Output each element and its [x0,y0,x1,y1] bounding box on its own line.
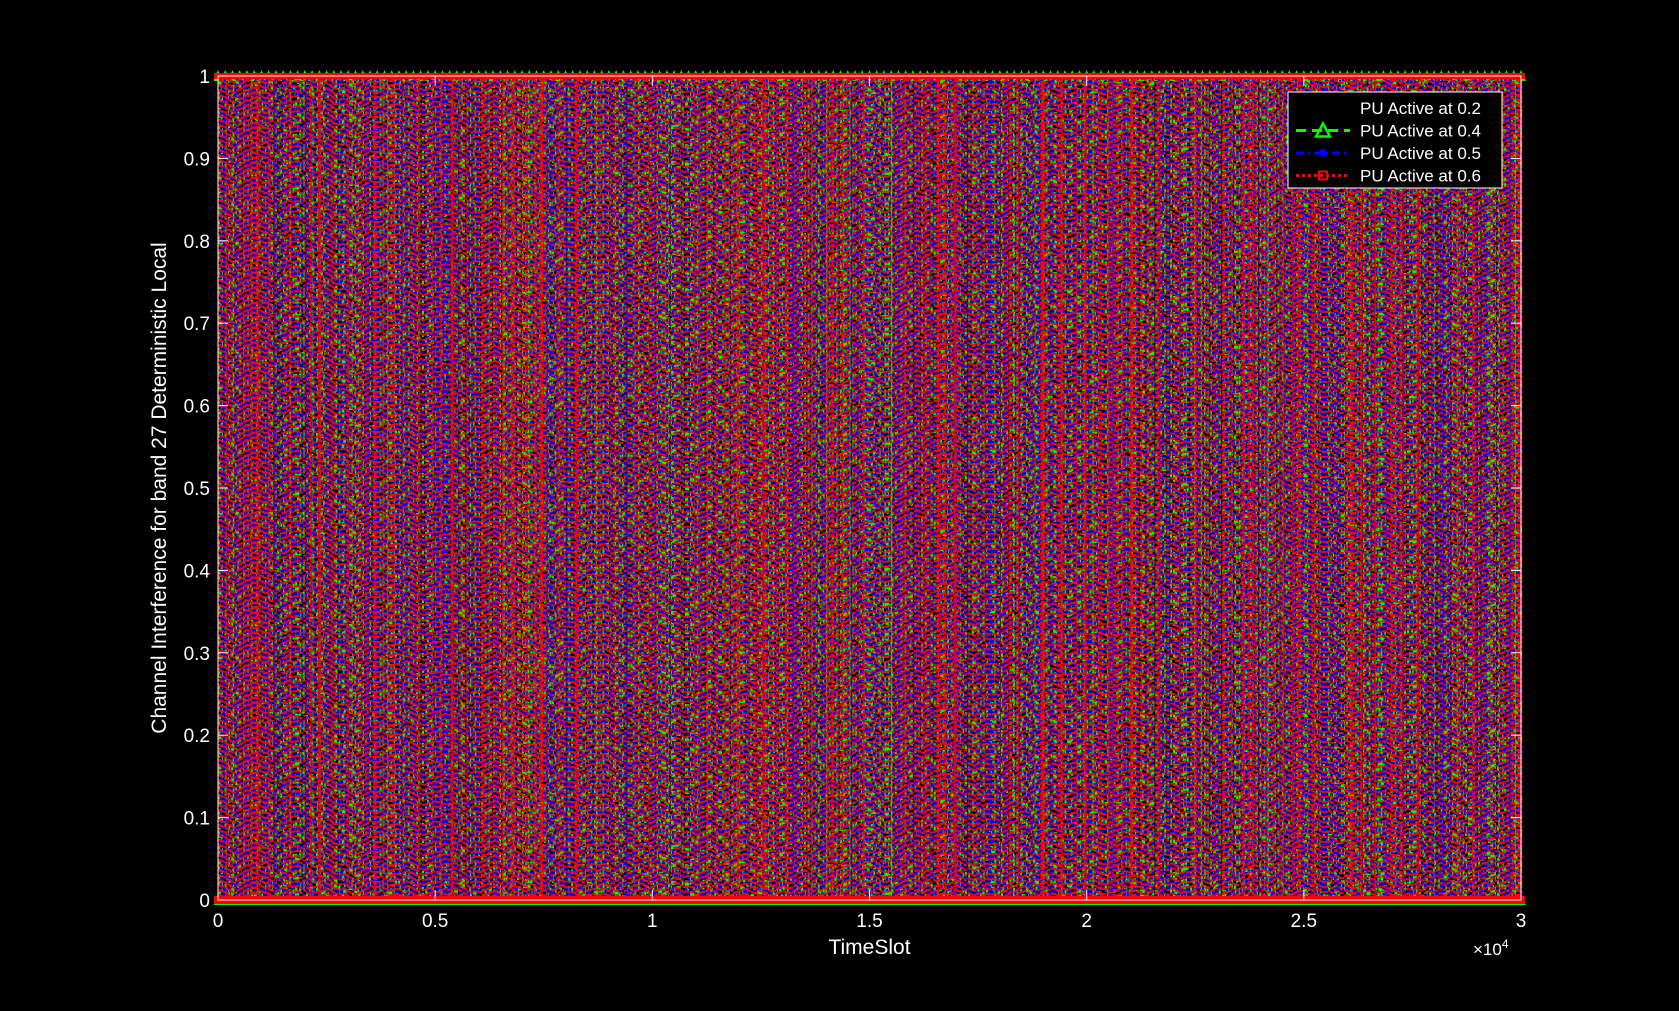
y-tick-label: 0.8 [184,232,210,253]
x-tick-label: 0 [213,911,224,932]
legend-entry[interactable]: PU Active at 0.5 [1296,144,1481,163]
legend-marker-circle-icon [1317,102,1329,114]
y-tick-label: 0.7 [184,314,210,335]
legend-label: PU Active at 0.6 [1360,167,1481,186]
y-tick-label: 0.4 [184,561,211,582]
y-axis-label: Channel Interference for band 27 Determi… [148,242,171,733]
legend-entry[interactable]: PU Active at 0.4 [1296,120,1481,141]
y-tick-label: 0.5 [184,479,210,500]
y-tick-label: 0.9 [184,149,210,170]
y-tick-label: 0.2 [184,726,210,747]
y-tick-label: 0.3 [184,644,210,665]
x-axis-label: TimeSlot [828,936,910,959]
y-axis: 0 0.1 0.2 0.3 0.4 0.5 0.6 0.7 0.8 0.9 1 [184,67,1521,912]
x-tick-label: 3 [1516,911,1527,932]
legend[interactable]: PU Active at 0.2 PU Active at 0.4 PU Activ… [1287,91,1503,189]
legend-entries: PU Active at 0.2 PU Active at 0.4 PU Activ… [1296,99,1481,186]
x-tick-label: 1 [647,911,658,932]
legend-label: PU Active at 0.5 [1360,144,1481,163]
legend-marker-square-icon [1318,170,1328,181]
y-tick-label: 1 [199,67,210,88]
x-axis: 0 0.5 1 1.5 2 2.5 3 [213,76,1527,932]
plot-area [214,70,1526,905]
legend-marker-triangle-icon [1313,120,1333,138]
x-exponent-power: 4 [1502,937,1509,951]
x-tick-label: 0.5 [422,911,448,932]
legend-label: PU Active at 0.2 [1360,99,1481,118]
y-tick-label: 0.1 [184,809,210,830]
legend-marker-asterisk-icon [1319,149,1327,157]
y-tick-label: 0.6 [184,397,210,418]
x-axis-exponent: ×104 [1473,937,1509,959]
x-tick-label: 2.5 [1291,911,1317,932]
legend-entry[interactable]: PU Active at 0.2 [1296,99,1481,118]
x-tick-label: 1.5 [856,911,882,932]
x-exponent-base: ×10 [1473,940,1502,959]
legend-label: PU Active at 0.4 [1360,122,1481,141]
legend-entry[interactable]: PU Active at 0.6 [1296,167,1481,186]
x-tick-label: 2 [1081,911,1092,932]
y-tick-label: 0 [199,891,210,912]
